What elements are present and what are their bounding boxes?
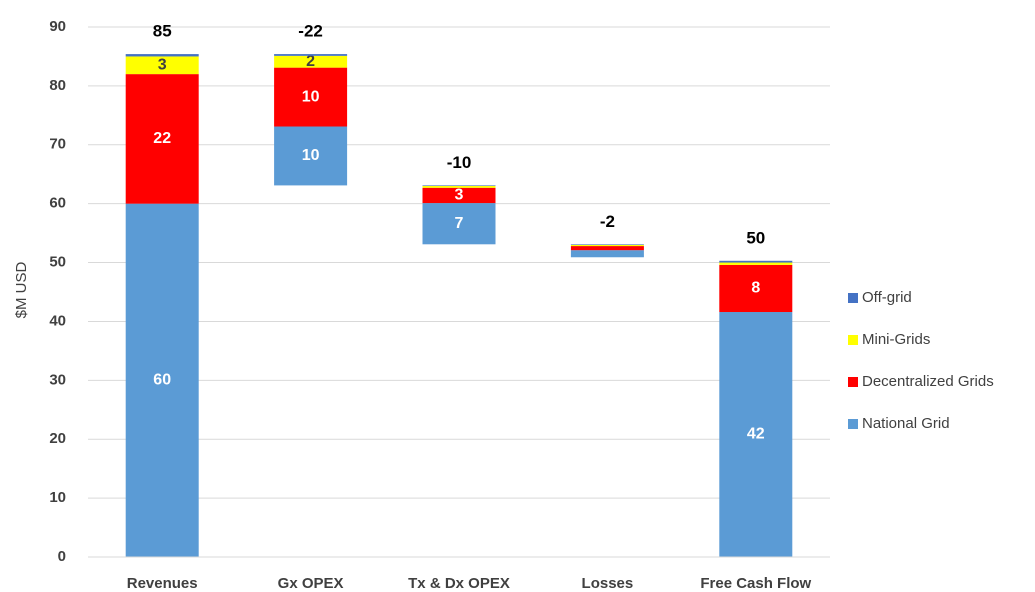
segment-label: 8 [751, 280, 760, 297]
total-label: 50 [746, 228, 765, 247]
bar-segment [570, 244, 644, 247]
bar-segment [125, 74, 199, 204]
segment-label: 7 [455, 215, 464, 232]
legend-label: National Grid [862, 415, 950, 432]
bar-segment [719, 264, 793, 313]
legend-swatch [848, 377, 858, 387]
segment-label: 22 [153, 130, 171, 147]
y-tick-label: 10 [49, 489, 66, 506]
total-label: -10 [447, 153, 472, 172]
y-tick-label: 50 [49, 254, 66, 271]
legend-label: Decentralized Grids [862, 373, 994, 390]
y-tick-label: 20 [49, 430, 66, 447]
y-tick-label: 30 [49, 371, 66, 388]
legend-label: Mini-Grids [862, 331, 930, 348]
legend-label: Off-grid [862, 289, 912, 306]
bar-segment [719, 260, 793, 263]
bar-segment [274, 126, 348, 186]
x-tick-label: Free Cash Flow [700, 575, 811, 592]
bar-segment [274, 67, 348, 127]
x-tick-label: Revenues [127, 575, 198, 592]
segment-label: 10 [302, 88, 320, 105]
bar-segment [422, 187, 496, 204]
bar-segment [125, 203, 199, 557]
y-tick-label: 70 [49, 136, 66, 153]
x-tick-label: Tx & Dx OPEX [408, 575, 510, 592]
bar-segment [274, 55, 348, 68]
total-label: -22 [298, 22, 323, 41]
bar-segment [570, 250, 644, 258]
segment-label: 42 [747, 426, 765, 443]
bar-segment [719, 262, 793, 265]
legend-swatch [848, 335, 858, 345]
segment-label: 2 [306, 53, 315, 70]
legend-swatch [848, 293, 858, 303]
segment-label: 3 [158, 56, 167, 73]
y-tick-label: 40 [49, 312, 66, 329]
legend-swatch [848, 419, 858, 429]
bar-segment [570, 244, 644, 245]
bar-segment [125, 54, 199, 57]
total-label: -2 [600, 212, 615, 231]
y-tick-label: 60 [49, 195, 66, 212]
segment-label: 3 [455, 187, 464, 204]
y-tick-label: 90 [49, 18, 66, 35]
bar-segment [422, 186, 496, 188]
y-tick-label: 80 [49, 77, 66, 94]
bar-segment [570, 246, 644, 251]
y-tick-label: 0 [58, 548, 66, 565]
bar-segment [719, 312, 793, 557]
bar-segment [125, 56, 199, 75]
x-tick-label: Gx OPEX [278, 575, 344, 592]
segment-label: 60 [153, 372, 171, 389]
bar-segment [422, 185, 496, 186]
x-tick-label: Losses [582, 575, 634, 592]
segment-label: 10 [302, 147, 320, 164]
total-label: 85 [153, 22, 172, 41]
y-axis-label: $M USD [13, 262, 30, 319]
bar-segment [422, 203, 496, 245]
bar-segment [274, 54, 348, 56]
